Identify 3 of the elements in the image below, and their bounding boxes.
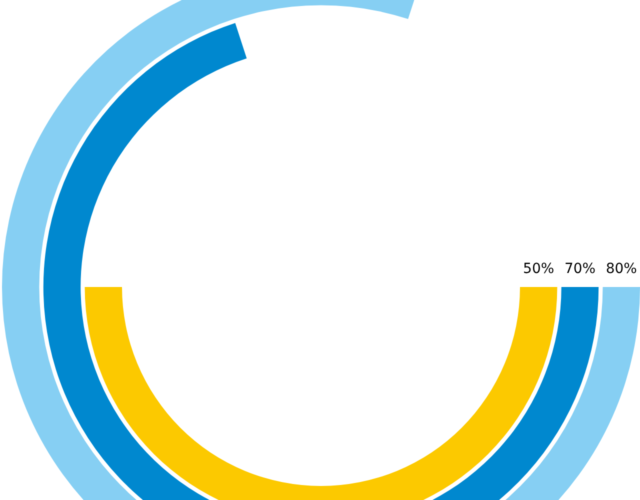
data-label: 70% (564, 261, 596, 277)
data-label: 80% (606, 261, 637, 277)
data-label: 50% (523, 261, 554, 277)
